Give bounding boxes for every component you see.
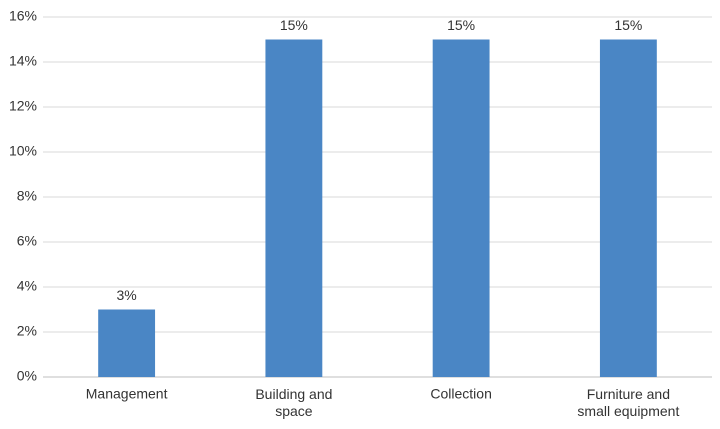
y-tick-label: 0% [17, 368, 37, 384]
y-tick-label: 14% [9, 53, 37, 69]
data-label: 15% [447, 17, 475, 33]
y-tick-label: 4% [17, 278, 37, 294]
x-tick-label: Furniture and small equipment [577, 386, 679, 419]
y-tick-label: 2% [17, 323, 37, 339]
bar [265, 39, 323, 377]
bar [599, 39, 657, 377]
x-tick-label: Collection [430, 386, 491, 402]
x-tick-label: Management [86, 386, 168, 402]
bar [432, 39, 490, 377]
data-label: 15% [614, 17, 642, 33]
y-tick-label: 16% [9, 8, 37, 24]
x-tick-label: Building and space [255, 386, 332, 419]
bar [98, 309, 156, 377]
data-label: 15% [280, 17, 308, 33]
y-tick-label: 10% [9, 143, 37, 159]
y-tick-label: 12% [9, 98, 37, 114]
data-label: 3% [117, 287, 137, 303]
y-tick-label: 8% [17, 188, 37, 204]
y-tick-label: 6% [17, 233, 37, 249]
